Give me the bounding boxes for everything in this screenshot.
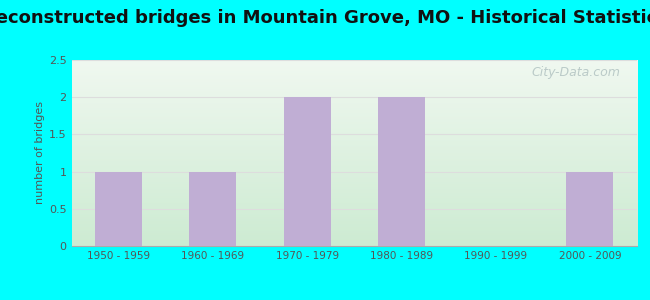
- Bar: [189, 172, 237, 246]
- Bar: [283, 97, 331, 246]
- Text: Reconstructed bridges in Mountain Grove, MO - Historical Statistics: Reconstructed bridges in Mountain Grove,…: [0, 9, 650, 27]
- Text: City-Data.com: City-Data.com: [531, 66, 620, 79]
- Y-axis label: number of bridges: number of bridges: [34, 101, 45, 205]
- Bar: [95, 172, 142, 246]
- Bar: [378, 97, 425, 246]
- Bar: [566, 172, 614, 246]
